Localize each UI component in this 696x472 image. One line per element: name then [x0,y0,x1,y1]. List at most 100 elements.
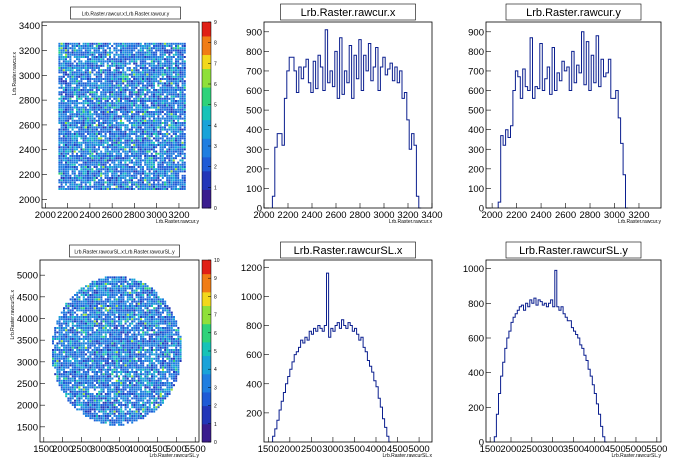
heatmap-cell [170,89,173,91]
heatmap-cell [106,150,109,153]
heatmap-cell [126,342,129,345]
heatmap-cell [91,309,94,312]
heatmap-cell [71,163,74,166]
heatmap-cell [131,100,133,102]
heatmap-cell [128,137,131,140]
heatmap-cell [67,139,70,142]
heatmap-cell [146,183,149,186]
heatmap-cell [144,124,147,127]
heatmap-cell [137,157,140,160]
heatmap-cell [91,159,94,162]
heatmap-cell [140,307,142,310]
heatmap-cell [124,75,127,78]
heatmap-cell [78,75,81,78]
heatmap-cell [63,318,65,321]
heatmap-cell [155,137,158,140]
heatmap-cell [159,137,162,140]
heatmap-cell [124,316,127,318]
heatmap-cell [106,168,109,171]
heatmap-cell [78,296,81,299]
heatmap-cell [173,333,175,336]
heatmap-cell [137,53,140,56]
heatmap-cell [172,102,175,105]
heatmap-cell [100,64,103,67]
heatmap-cell [148,126,151,129]
heatmap-cell [82,126,85,129]
heatmap-cell [172,104,175,107]
heatmap-cell [106,172,109,175]
heatmap-cell [139,58,142,61]
heatmap-cell [129,309,131,312]
heatmap-cell [62,111,65,113]
heatmap-cell [164,335,167,338]
heatmap-cell [135,329,138,332]
heatmap-cell [172,144,175,146]
heatmap-cell [73,64,76,67]
heatmap-cell [122,106,125,109]
heatmap-cell [98,86,100,89]
heatmap-cell [91,177,94,179]
heatmap-cell [124,56,127,58]
heatmap-cell [159,320,162,323]
heatmap-cell [91,64,94,67]
heatmap-cell [80,170,83,173]
heatmap-cell [58,53,61,56]
heatmap-cell [89,84,92,87]
heatmap-cell [153,122,155,124]
heatmap-cell [100,329,103,332]
heatmap-cell [139,152,142,155]
heatmap-cell [124,309,127,312]
heatmap-cell [84,137,87,140]
heatmap-cell [164,126,166,129]
heatmap-cell [67,137,70,140]
heatmap-cell [74,331,76,334]
heatmap-cell [164,42,166,45]
heatmap-cell [84,108,87,111]
heatmap-cell [89,126,92,129]
heatmap-cell [151,287,153,290]
heatmap-cell [67,104,70,107]
heatmap-cell [69,318,72,321]
heatmap-cell [80,349,83,351]
heatmap-cell [65,89,67,91]
heatmap-cell [95,62,98,65]
heatmap-cell [89,287,92,290]
heatmap-cell [100,56,103,58]
heatmap-cell [131,188,133,190]
heatmap-cell [89,163,92,166]
heatmap-cell [135,141,138,144]
heatmap-cell [144,42,147,45]
heatmap-cell [113,148,116,151]
heatmap-cell [96,324,98,327]
heatmap-cell [93,102,96,105]
heatmap-cell [139,108,142,111]
heatmap-cell [144,86,147,89]
heatmap-cell [181,60,184,63]
heatmap-cell [159,117,162,120]
heatmap-cell [148,45,151,47]
heatmap-cell [142,329,145,332]
heatmap-cell [80,333,83,336]
heatmap-cell [58,49,61,52]
heatmap-cell [58,135,61,138]
heatmap-cell [56,342,59,345]
heatmap-cell [109,49,111,52]
heatmap-cell [111,161,114,164]
heatmap-cell [135,75,138,78]
heatmap-cell [78,305,81,307]
heatmap-cell [146,146,149,149]
heatmap-cell [131,53,133,56]
heatmap-cell [122,324,125,327]
heatmap-cell [106,130,109,133]
heatmap-cell [179,344,182,347]
heatmap-cell [170,58,173,61]
heatmap-cell [104,185,107,188]
heatmap-cell [137,313,140,316]
heatmap-cell [69,108,72,111]
heatmap-cell [98,327,101,329]
heatmap-cell [76,78,78,80]
heatmap-cell [144,45,147,47]
heatmap-cell [89,82,92,85]
heatmap-cell [131,47,133,50]
